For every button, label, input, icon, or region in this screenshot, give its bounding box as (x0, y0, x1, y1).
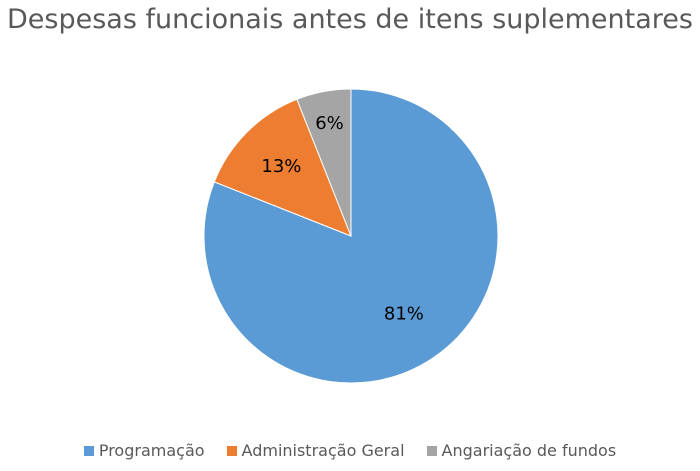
legend-item-programacao: Programação (83, 441, 205, 460)
data-label-programacao: 81% (384, 303, 424, 324)
legend-swatch (226, 445, 237, 456)
data-label-angariacao-de-fundos: 6% (315, 113, 344, 134)
legend-label: Angariação de fundos (441, 441, 617, 460)
legend-label: Administração Geral (241, 441, 405, 460)
pie-slice-angariacao-de-fundos (296, 88, 352, 237)
chart-legend: Programação Administração Geral Angariaç… (0, 441, 700, 460)
legend-label: Programação (98, 441, 205, 460)
pie-data-labels: 81% 13% 6% (261, 113, 424, 324)
pie-slices (203, 88, 499, 384)
legend-item-angariacao-de-fundos: Angariação de fundos (426, 441, 617, 460)
legend-item-administracao-geral: Administração Geral (226, 441, 405, 460)
legend-swatch (83, 445, 94, 456)
chart-title: Despesas funcionais antes de itens suple… (7, 4, 693, 35)
pie-slice-administracao-geral (213, 98, 352, 237)
legend-swatch (426, 445, 437, 456)
data-label-administracao-geral: 13% (261, 156, 301, 177)
